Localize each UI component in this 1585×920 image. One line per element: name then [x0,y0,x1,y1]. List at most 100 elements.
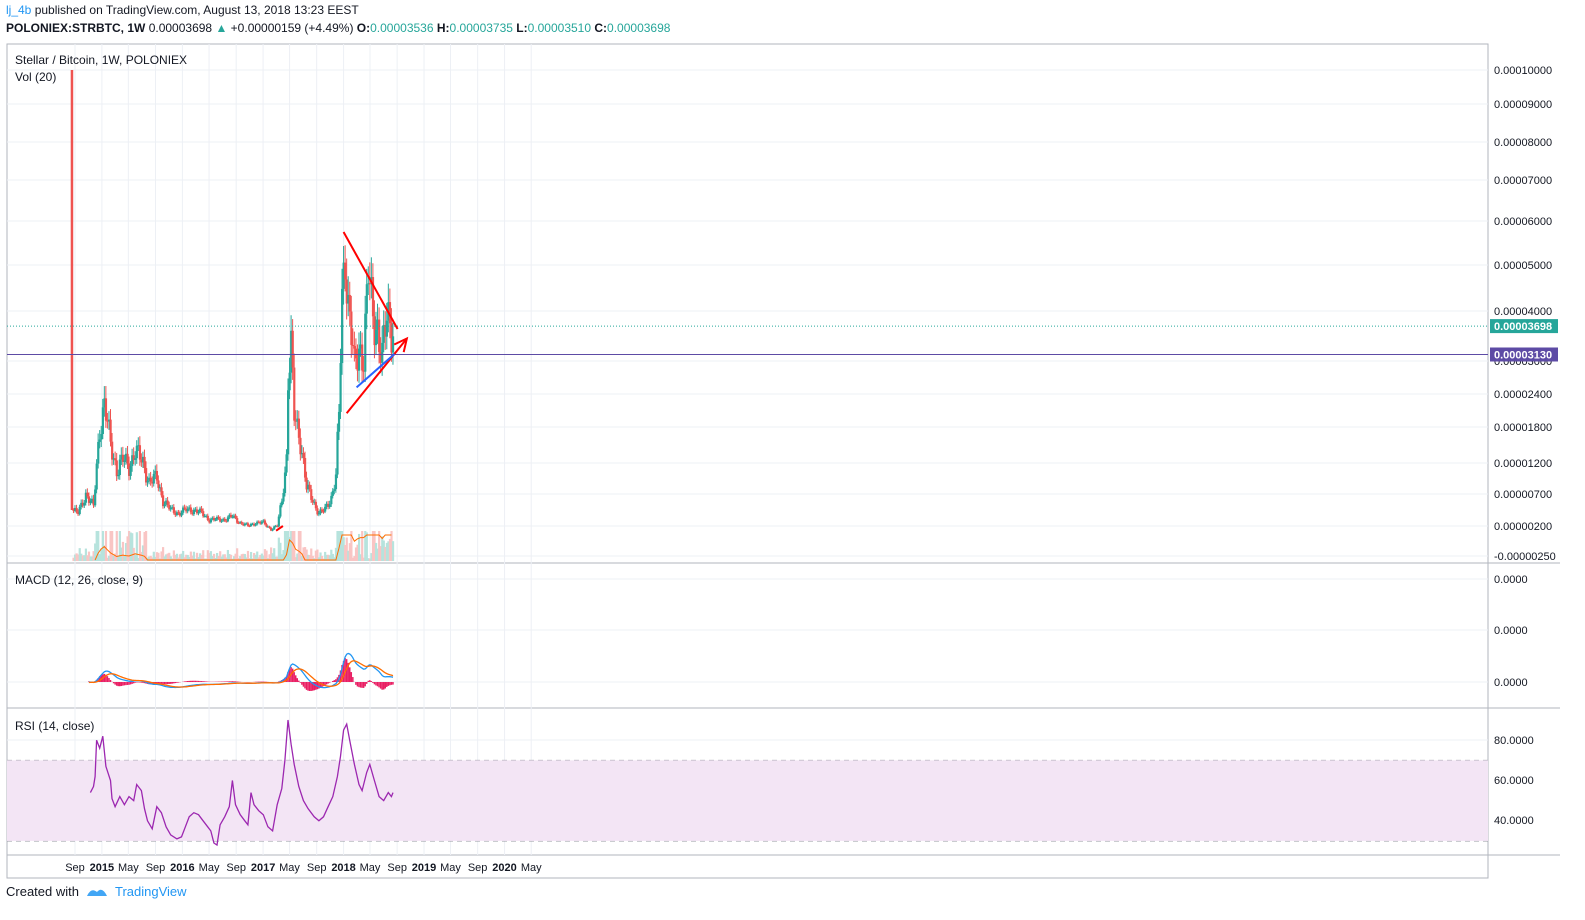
volume-bar [262,555,265,561]
volume-bar [106,557,109,561]
candle-body [219,518,222,522]
trendline [342,231,399,330]
volume-bar [225,557,228,561]
close-value: 0.00003698 [607,21,671,35]
candle-body [128,463,131,476]
volume-bar [358,533,361,561]
candle-body [263,520,267,525]
volume-bar [370,553,373,561]
candle-body [109,419,112,442]
volume-bar [245,557,248,561]
candle-body [180,512,183,516]
candle-body [146,480,149,483]
volume-bar [324,551,327,561]
candle-body [165,500,168,505]
volume-bar [271,553,274,561]
volume-bar [169,556,172,561]
candle-body [365,284,368,314]
volume-bar [374,542,378,561]
author-link[interactable]: lj_4b [6,3,32,17]
candle-body [135,445,138,459]
volume-bar [109,531,112,561]
candle-body [155,470,159,481]
candle-body [100,434,103,440]
candle-body [77,511,80,515]
volume-bar [90,556,94,561]
volume-bar [257,557,260,561]
volume-bar [256,551,259,561]
volume-bar [280,554,284,561]
candle-body [114,458,117,461]
candle-body [120,454,123,460]
volume-bar [384,546,387,561]
candle-body [390,323,393,353]
candle-body [384,324,387,337]
candle-body [279,505,282,517]
candle-body [149,477,152,482]
volume-bar [137,557,140,561]
volume-bar [307,554,310,561]
candle-body [154,470,157,474]
candle-body [220,520,223,522]
volume-bar [89,556,92,561]
candle-body [183,507,186,509]
volume-bar [188,556,191,561]
volume-bar [381,536,384,561]
price-tick-label: 0.00006000 [1494,216,1552,228]
volume-bar [344,544,347,561]
candle-body [378,319,381,352]
candle-body [209,519,213,523]
volume-bar [223,554,226,561]
volume-bar [339,531,342,561]
volume-bar [157,552,160,561]
volume-bar [308,555,311,561]
hline-price-badge [1490,347,1558,362]
volume-bar [316,549,319,561]
volume-bar [81,555,84,561]
candle-body [138,445,142,460]
candle-body [322,511,325,513]
volume-bar [249,551,253,561]
volume-bar [161,547,165,561]
low-label: L: [516,21,528,35]
volume-bar [378,531,381,561]
volume-bar [94,543,97,561]
volume-bar [333,557,336,561]
time-tick-label: Sep [226,862,246,874]
volume-bar [277,537,280,561]
candle-body [160,487,163,496]
candle-body [345,279,348,304]
candle-body [351,344,355,347]
candle-body [251,523,254,525]
price-tick-label: 0.00001800 [1494,422,1552,434]
candle-body [95,463,98,490]
trendline [355,353,396,389]
candle-body [163,504,166,507]
volume-bar [118,531,121,561]
candle-body [169,507,172,510]
volume-bar [84,548,88,561]
volume-bar [95,531,98,561]
candle-body [177,512,180,514]
candle-body [331,490,334,496]
pane-labels: Stellar / Bitcoin, 1W, POLONIEX Vol (20) M… [15,53,187,733]
candle-body [299,437,302,455]
volume-bar [259,554,262,561]
candle-body [242,523,245,526]
candle-body [371,277,375,317]
volume-bar [282,550,285,561]
candle-body [200,508,203,512]
volume-bar [302,547,305,561]
trend-annotations[interactable] [7,231,1488,532]
rsi-band [7,760,1488,841]
volume-bar [373,531,376,561]
volume-bar [97,531,100,561]
volume-bar [100,548,103,561]
candle-body [297,418,301,438]
candle-body [185,508,188,512]
volume-bar [128,531,131,561]
rsi-pane-title: RSI (14, close) [15,719,94,733]
candle-body [222,518,225,521]
tradingview-link[interactable]: TradingView [114,884,187,899]
